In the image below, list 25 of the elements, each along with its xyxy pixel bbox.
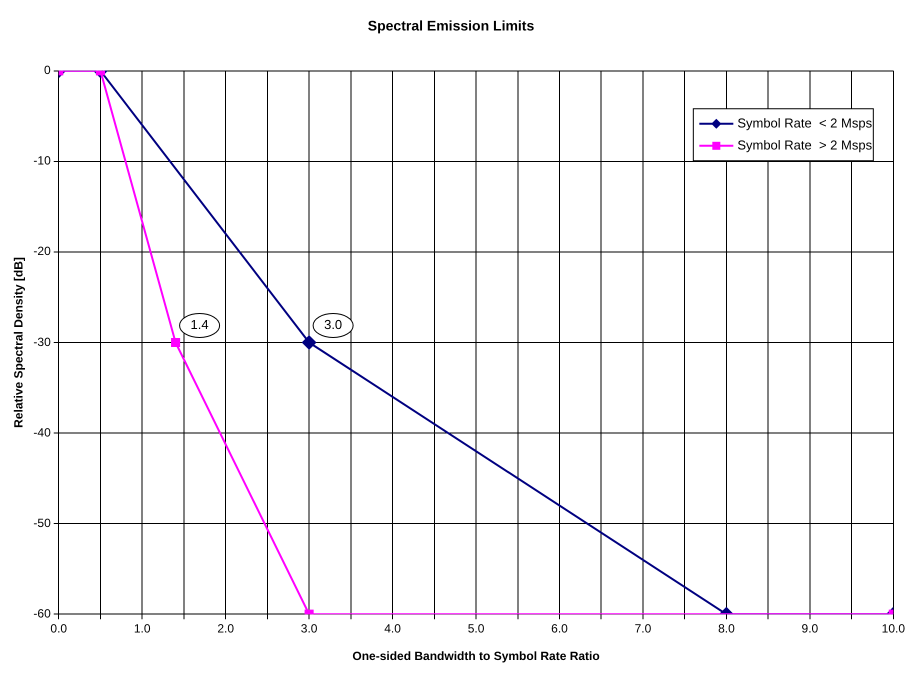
y-tick-label: -60 [33,606,52,621]
y-tick-label: 0 [44,63,52,78]
x-tick-label: 0.0 [50,622,68,636]
x-tick-label: 3.0 [300,622,318,636]
y-tick-label: -50 [33,516,52,530]
x-tick-label: 7.0 [634,622,652,636]
y-tick-label: -30 [33,334,52,349]
y-tick-label: -20 [33,244,52,258]
legend-label: Symbol Rate > 2 Msps [737,137,873,152]
x-tick-label: 9.0 [802,622,819,636]
x-tick-label: 2.0 [217,622,234,636]
annotation: 1.4 [190,317,209,332]
y-tick-label: -10 [33,154,52,168]
x-tick-label: 6.0 [551,622,568,636]
x-tick-label: 4.0 [384,622,402,636]
legend-label: Symbol Rate < 2 Msps [737,115,873,130]
annotation: 3.0 [324,317,342,332]
x-tick-label: 10.0 [882,622,906,636]
x-tick-label: 8.0 [718,622,736,636]
chart-title: Spectral Emission Limits [368,17,534,34]
x-tick-label: 5.0 [468,622,485,636]
x-axis-title: One-sided Bandwidth to Symbol Rate Ratio [352,649,600,664]
y-axis-title: Relative Spectral Density [dB] [12,257,26,428]
x-tick-label: 1.0 [134,622,151,636]
y-tick-label: -40 [33,425,52,440]
